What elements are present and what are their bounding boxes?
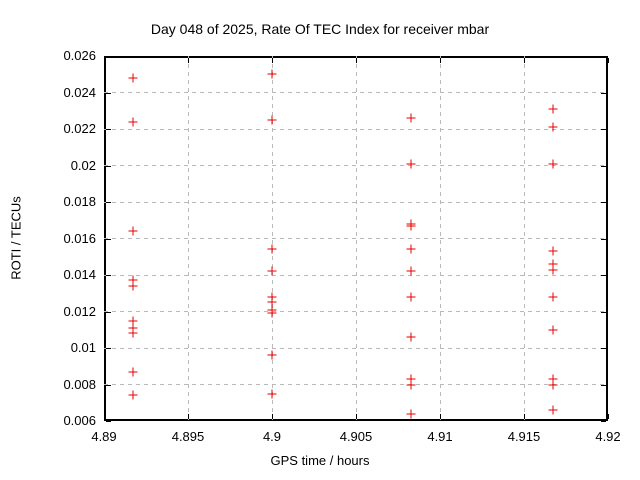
- y-tick-mark: [106, 421, 111, 422]
- x-tick-mark: [608, 414, 609, 419]
- data-point-marker: [128, 328, 138, 338]
- y-tick-mark: [601, 202, 606, 203]
- data-point-marker: [128, 323, 138, 333]
- data-point-marker: [267, 297, 277, 307]
- data-point-marker: [548, 405, 558, 415]
- data-point-marker: [128, 367, 138, 377]
- x-axis-label: GPS time / hours: [270, 453, 370, 468]
- data-point-marker: [548, 159, 558, 169]
- data-point-marker: [406, 221, 416, 231]
- data-point-marker: [267, 389, 277, 399]
- x-tick-label: 4.895: [171, 429, 205, 444]
- y-tick-label: 0.014: [63, 267, 96, 282]
- y-tick-mark: [106, 165, 111, 167]
- data-point-marker: [548, 246, 558, 256]
- data-point-marker: [548, 122, 558, 132]
- data-point-marker: [128, 281, 138, 291]
- y-tick-mark: [106, 275, 111, 276]
- x-tick-label: 4.905: [339, 429, 373, 444]
- data-point-marker: [406, 374, 416, 384]
- data-point-marker: [267, 292, 277, 302]
- x-tick-mark: [524, 58, 525, 63]
- y-tick-label: 0.008: [63, 376, 96, 392]
- y-tick-label: 0.01: [70, 340, 96, 355]
- data-point-marker: [128, 316, 138, 326]
- y-tick-mark: [106, 56, 111, 57]
- y-tick-mark: [601, 421, 606, 422]
- y-tick-mark: [106, 311, 111, 313]
- data-point-marker: [548, 380, 558, 389]
- x-tick-mark: [104, 414, 105, 419]
- plot-area-frame: [104, 56, 608, 421]
- y-tick-mark: [601, 238, 606, 240]
- y-tick-mark: [601, 275, 606, 276]
- y-tick-label: 0.018: [63, 194, 96, 209]
- x-tick-mark: [440, 414, 441, 419]
- y-tick-mark: [106, 384, 111, 386]
- x-tick-mark: [524, 414, 525, 419]
- data-point-marker: [548, 292, 558, 302]
- data-point-marker: [406, 113, 416, 123]
- data-point-marker: [128, 275, 138, 285]
- data-point-marker: [406, 244, 416, 254]
- y-tick-label: 0.026: [63, 48, 96, 63]
- y-tick-label: 0.02: [70, 157, 96, 173]
- y-tick-label: 0.012: [63, 303, 96, 319]
- data-point-marker: [406, 159, 416, 169]
- x-tick-mark: [608, 58, 609, 63]
- x-tick-label: 4.9: [262, 429, 282, 444]
- data-point-marker: [128, 390, 138, 400]
- data-point-marker: [548, 259, 558, 269]
- y-tick-label: 0.006: [63, 413, 96, 428]
- data-point-marker: [267, 244, 277, 254]
- y-tick-mark: [601, 165, 606, 167]
- data-point-marker: [548, 374, 558, 384]
- y-tick-mark: [106, 92, 111, 94]
- x-tick-mark: [356, 414, 357, 419]
- data-point-marker: [406, 292, 416, 302]
- data-point-marker: [267, 308, 277, 318]
- x-tick-mark: [104, 58, 105, 63]
- y-tick-mark: [601, 129, 606, 130]
- data-point-marker: [128, 226, 138, 236]
- y-tick-label: 0.016: [63, 230, 96, 246]
- data-point-marker: [406, 380, 416, 389]
- x-tick-mark: [272, 58, 273, 63]
- y-tick-label: 0.024: [63, 84, 96, 100]
- y-tick-mark: [601, 56, 606, 57]
- y-tick-mark: [106, 202, 111, 203]
- x-tick-label: 4.91: [427, 429, 453, 444]
- x-tick-mark: [188, 58, 189, 63]
- chart-title: Day 048 of 2025, Rate Of TEC Index for r…: [150, 21, 490, 37]
- x-tick-label: 4.92: [595, 429, 621, 444]
- x-tick-mark: [188, 414, 189, 419]
- y-tick-mark: [601, 384, 606, 386]
- data-point-marker: [548, 104, 558, 114]
- data-point-marker: [548, 265, 558, 275]
- data-point-marker: [406, 409, 416, 419]
- y-tick-mark: [601, 348, 606, 349]
- y-tick-mark: [106, 238, 111, 240]
- x-tick-mark: [272, 414, 273, 419]
- data-point-marker: [128, 73, 138, 83]
- y-tick-mark: [601, 311, 606, 313]
- data-point-marker: [548, 325, 558, 335]
- y-tick-mark: [601, 92, 606, 94]
- data-point-marker: [267, 266, 277, 276]
- data-point-marker: [128, 117, 138, 127]
- y-tick-mark: [106, 348, 111, 349]
- x-tick-label: 4.915: [507, 429, 541, 444]
- data-point-marker: [267, 115, 277, 125]
- data-point-marker: [406, 266, 416, 276]
- x-tick-label: 4.89: [91, 429, 117, 444]
- y-tick-mark: [106, 129, 111, 130]
- data-point-marker: [267, 69, 277, 79]
- x-tick-mark: [356, 58, 357, 63]
- data-point-marker: [267, 350, 277, 360]
- data-point-marker: [406, 332, 416, 342]
- x-tick-mark: [440, 58, 441, 63]
- y-tick-label: 0.022: [63, 121, 96, 136]
